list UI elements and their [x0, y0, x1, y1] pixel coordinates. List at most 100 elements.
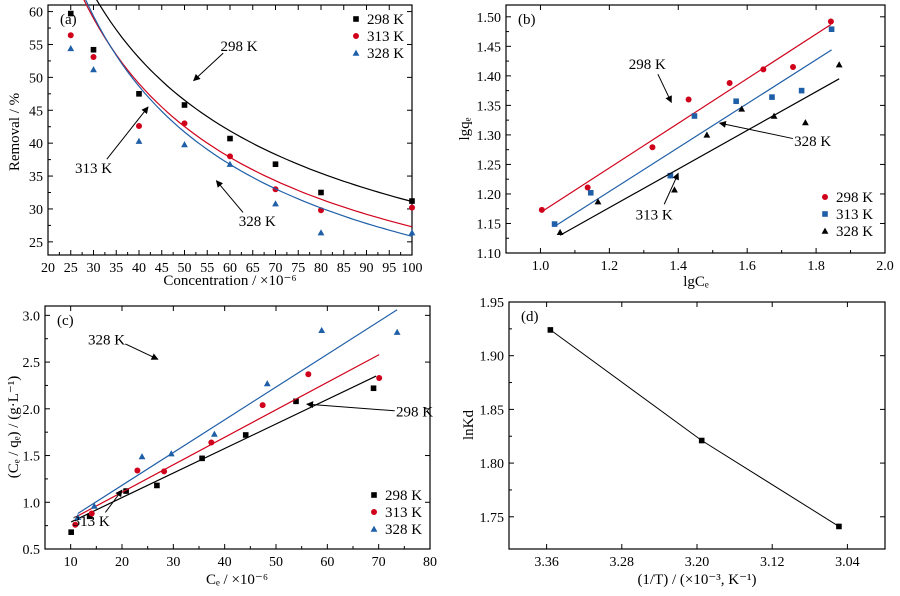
x-tick-label: 30: [87, 261, 101, 276]
y-axis-title: Removal / %: [7, 93, 23, 171]
legend-label: 328 K: [836, 224, 873, 240]
fit-line: [70, 375, 377, 523]
data-point: [733, 98, 739, 105]
y-tick-label: 2.5: [23, 356, 41, 371]
fit-line: [77, 309, 398, 514]
fit-curve: [96, 0, 413, 203]
data-point: [293, 398, 299, 405]
x-tick-label: 75: [291, 261, 305, 276]
annotation-arrow: [104, 489, 123, 513]
x-tick-label: 1.0: [532, 259, 550, 274]
x-tick-label: 55: [200, 261, 214, 276]
y-tick-label: 1.5: [23, 450, 41, 465]
data-point: [703, 131, 711, 138]
annotation-arrow: [663, 172, 679, 205]
data-point: [827, 18, 834, 25]
panel-label: (d): [521, 309, 539, 325]
series-298-k: [67, 0, 415, 204]
series-328-k: [556, 61, 843, 236]
data-point: [738, 105, 746, 112]
data-point: [408, 229, 416, 236]
x-tick-label: 3.12: [760, 555, 785, 570]
plot-frame: [44, 305, 431, 550]
legend-marker: [353, 33, 359, 39]
y-axis-title: lgqₑ: [457, 117, 473, 140]
data-point: [136, 91, 142, 97]
y-tick-label: 1.15: [477, 217, 502, 232]
data-point: [760, 66, 767, 73]
series-313-k: [551, 26, 835, 227]
data-point: [88, 510, 95, 517]
series-328-k: [67, 0, 416, 237]
legend-marker: [370, 525, 378, 532]
chart-panel-b: 1.0 1.2 1.4 1.6 1.8 2.0 1.10 1.15 1.20 1.25 1.30 1.…: [457, 4, 894, 290]
y-tick-label: 50: [29, 71, 43, 86]
x-tick-label: 85: [337, 261, 351, 276]
y-tick-label: 1.20: [477, 188, 502, 203]
annotation-arrow: [215, 180, 244, 213]
x-tick-label: 60: [223, 261, 237, 276]
data-point: [409, 198, 415, 204]
x-tick-label: 20: [115, 555, 129, 570]
y-tick-label: 2.0: [23, 403, 41, 418]
x-tick-label: 40: [218, 555, 232, 570]
y-tick-label: 35: [29, 170, 43, 185]
data-point: [154, 482, 160, 489]
x-tick-label: 3.28: [610, 555, 635, 570]
x-tick-label: 20: [41, 261, 55, 276]
x-tick-label: 3.36: [534, 555, 559, 570]
data-point: [828, 26, 835, 33]
data-point: [393, 328, 401, 335]
fit-line: [75, 354, 380, 518]
legend-label: 313 K: [836, 207, 873, 223]
y-tick-label: 1.25: [477, 158, 502, 173]
data-line: [550, 329, 840, 527]
data-point: [86, 513, 93, 520]
x-axis-title: Cₑ / ×10⁻⁶: [206, 572, 268, 588]
data-point: [685, 96, 692, 103]
data-point: [726, 79, 733, 86]
annotation-label: 298 K: [396, 405, 433, 421]
series-298-k: [68, 375, 377, 535]
data-point: [123, 488, 129, 494]
y-tick-label: 3.0: [23, 309, 41, 324]
x-tick-label: 25: [64, 261, 78, 276]
annotation-arrow: [657, 73, 672, 104]
x-tick-label: 1.6: [738, 259, 756, 274]
x-tick-label: 50: [269, 555, 283, 570]
data-point: [790, 64, 797, 70]
y-axis-title: (Cₑ / qₑ) / (g·L⁻¹): [6, 376, 22, 479]
data-point: [136, 123, 142, 130]
y-tick-label: 1.40: [477, 70, 502, 85]
x-tick-label: 100: [402, 261, 423, 276]
data-point: [263, 380, 271, 387]
y-axis-title: lnKd: [461, 410, 477, 441]
fit-curve: [85, 0, 413, 237]
x-tick-label: 95: [382, 261, 396, 276]
annotation-label: 328 K: [794, 134, 831, 150]
data-point: [135, 137, 143, 144]
data-point: [181, 141, 188, 148]
x-tick-label: 80: [314, 261, 328, 276]
annotation-arrow: [125, 343, 159, 360]
data-point: [370, 385, 377, 392]
data-point: [138, 453, 146, 460]
data-point: [584, 184, 591, 191]
fit-line: [554, 49, 832, 227]
x-axis-title: lgCₑ: [683, 274, 709, 290]
data-point: [667, 172, 674, 179]
data-point: [181, 120, 188, 127]
data-point: [227, 135, 233, 142]
y-tick-label: 55: [29, 38, 43, 53]
legend-marker: [352, 49, 360, 56]
x-tick-label: 1.2: [601, 259, 619, 274]
data-point: [161, 468, 168, 475]
data-point: [68, 529, 74, 535]
x-tick-label: 90: [360, 261, 374, 276]
chart-panel-a: 20 25 30 35 40 45 50 55 60 65 70 75 80 85 90 95 100 25 30 3…: [7, 0, 423, 289]
data-point: [698, 437, 705, 444]
legend-marker: [821, 227, 829, 234]
y-tick-label: 1.35: [477, 99, 502, 114]
panel-label: (b): [518, 12, 536, 28]
data-point: [547, 327, 554, 333]
